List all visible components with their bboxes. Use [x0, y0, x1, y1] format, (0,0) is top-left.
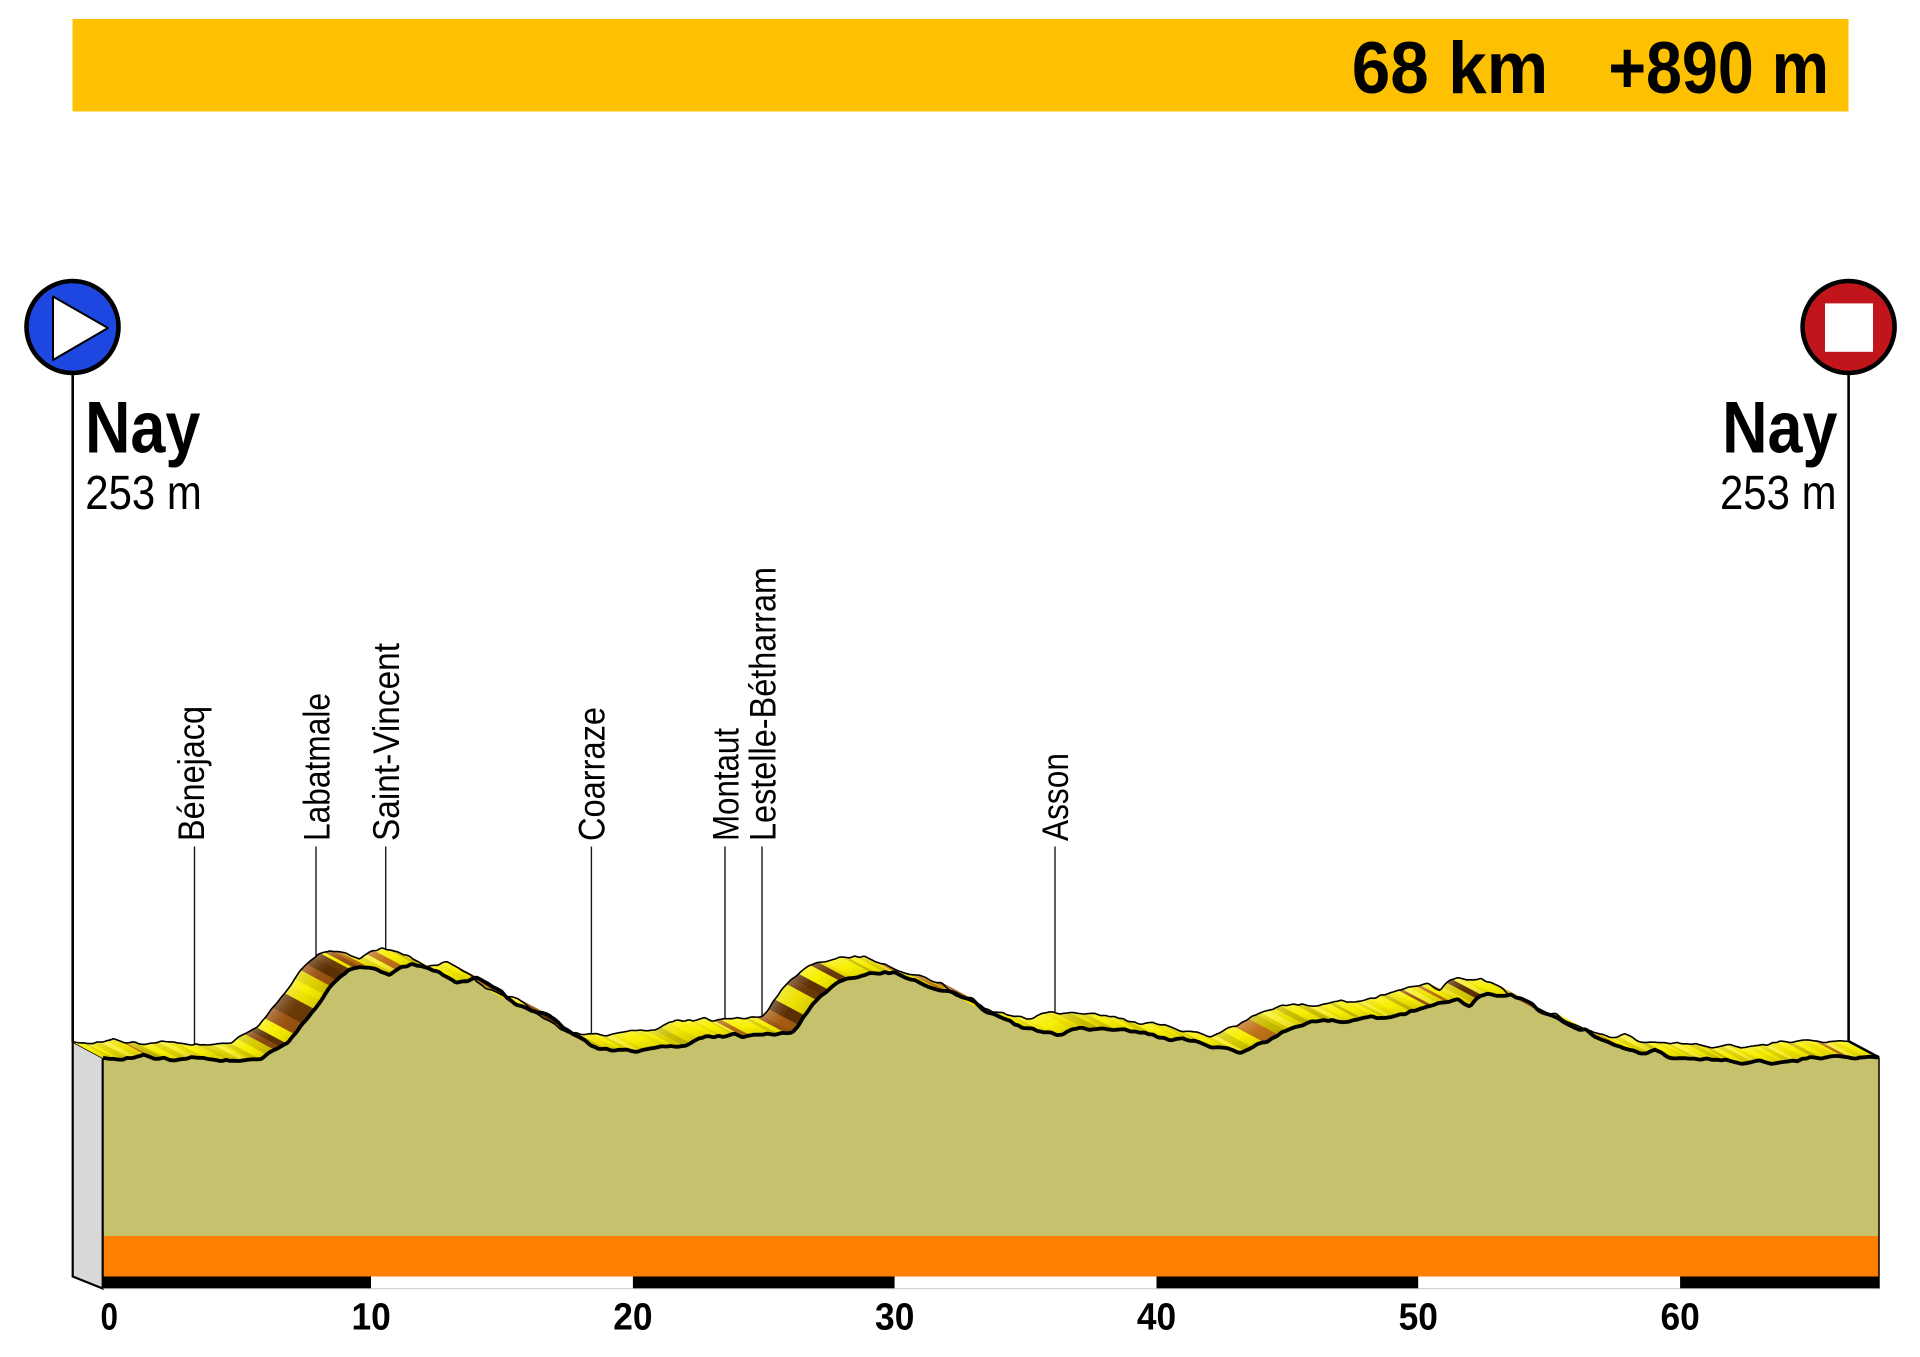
svg-text:Labatmale: Labatmale	[297, 693, 338, 841]
svg-text:30: 30	[875, 1297, 914, 1339]
svg-text:50: 50	[1399, 1297, 1438, 1339]
svg-text:Nay: Nay	[1722, 388, 1838, 469]
svg-text:Saint-Vincent: Saint-Vincent	[366, 642, 407, 841]
svg-text:0: 0	[101, 1297, 119, 1339]
svg-text:Montaut: Montaut	[706, 727, 747, 841]
svg-text:20: 20	[613, 1297, 652, 1339]
svg-text:40: 40	[1137, 1297, 1176, 1339]
svg-text:10: 10	[351, 1297, 390, 1339]
svg-text:68 km: 68 km	[1352, 28, 1549, 109]
svg-text:Lestelle-Bétharram: Lestelle-Bétharram	[743, 567, 784, 841]
svg-text:Nay: Nay	[85, 388, 201, 469]
svg-text:Coarraze: Coarraze	[572, 707, 613, 841]
svg-text:60: 60	[1660, 1297, 1699, 1339]
svg-text:253 m: 253 m	[85, 466, 202, 520]
svg-text:Asson: Asson	[1035, 753, 1076, 841]
svg-text:Bénejacq: Bénejacq	[171, 706, 212, 841]
svg-text:253 m: 253 m	[1720, 466, 1837, 520]
svg-text:+890 m: +890 m	[1608, 28, 1829, 109]
